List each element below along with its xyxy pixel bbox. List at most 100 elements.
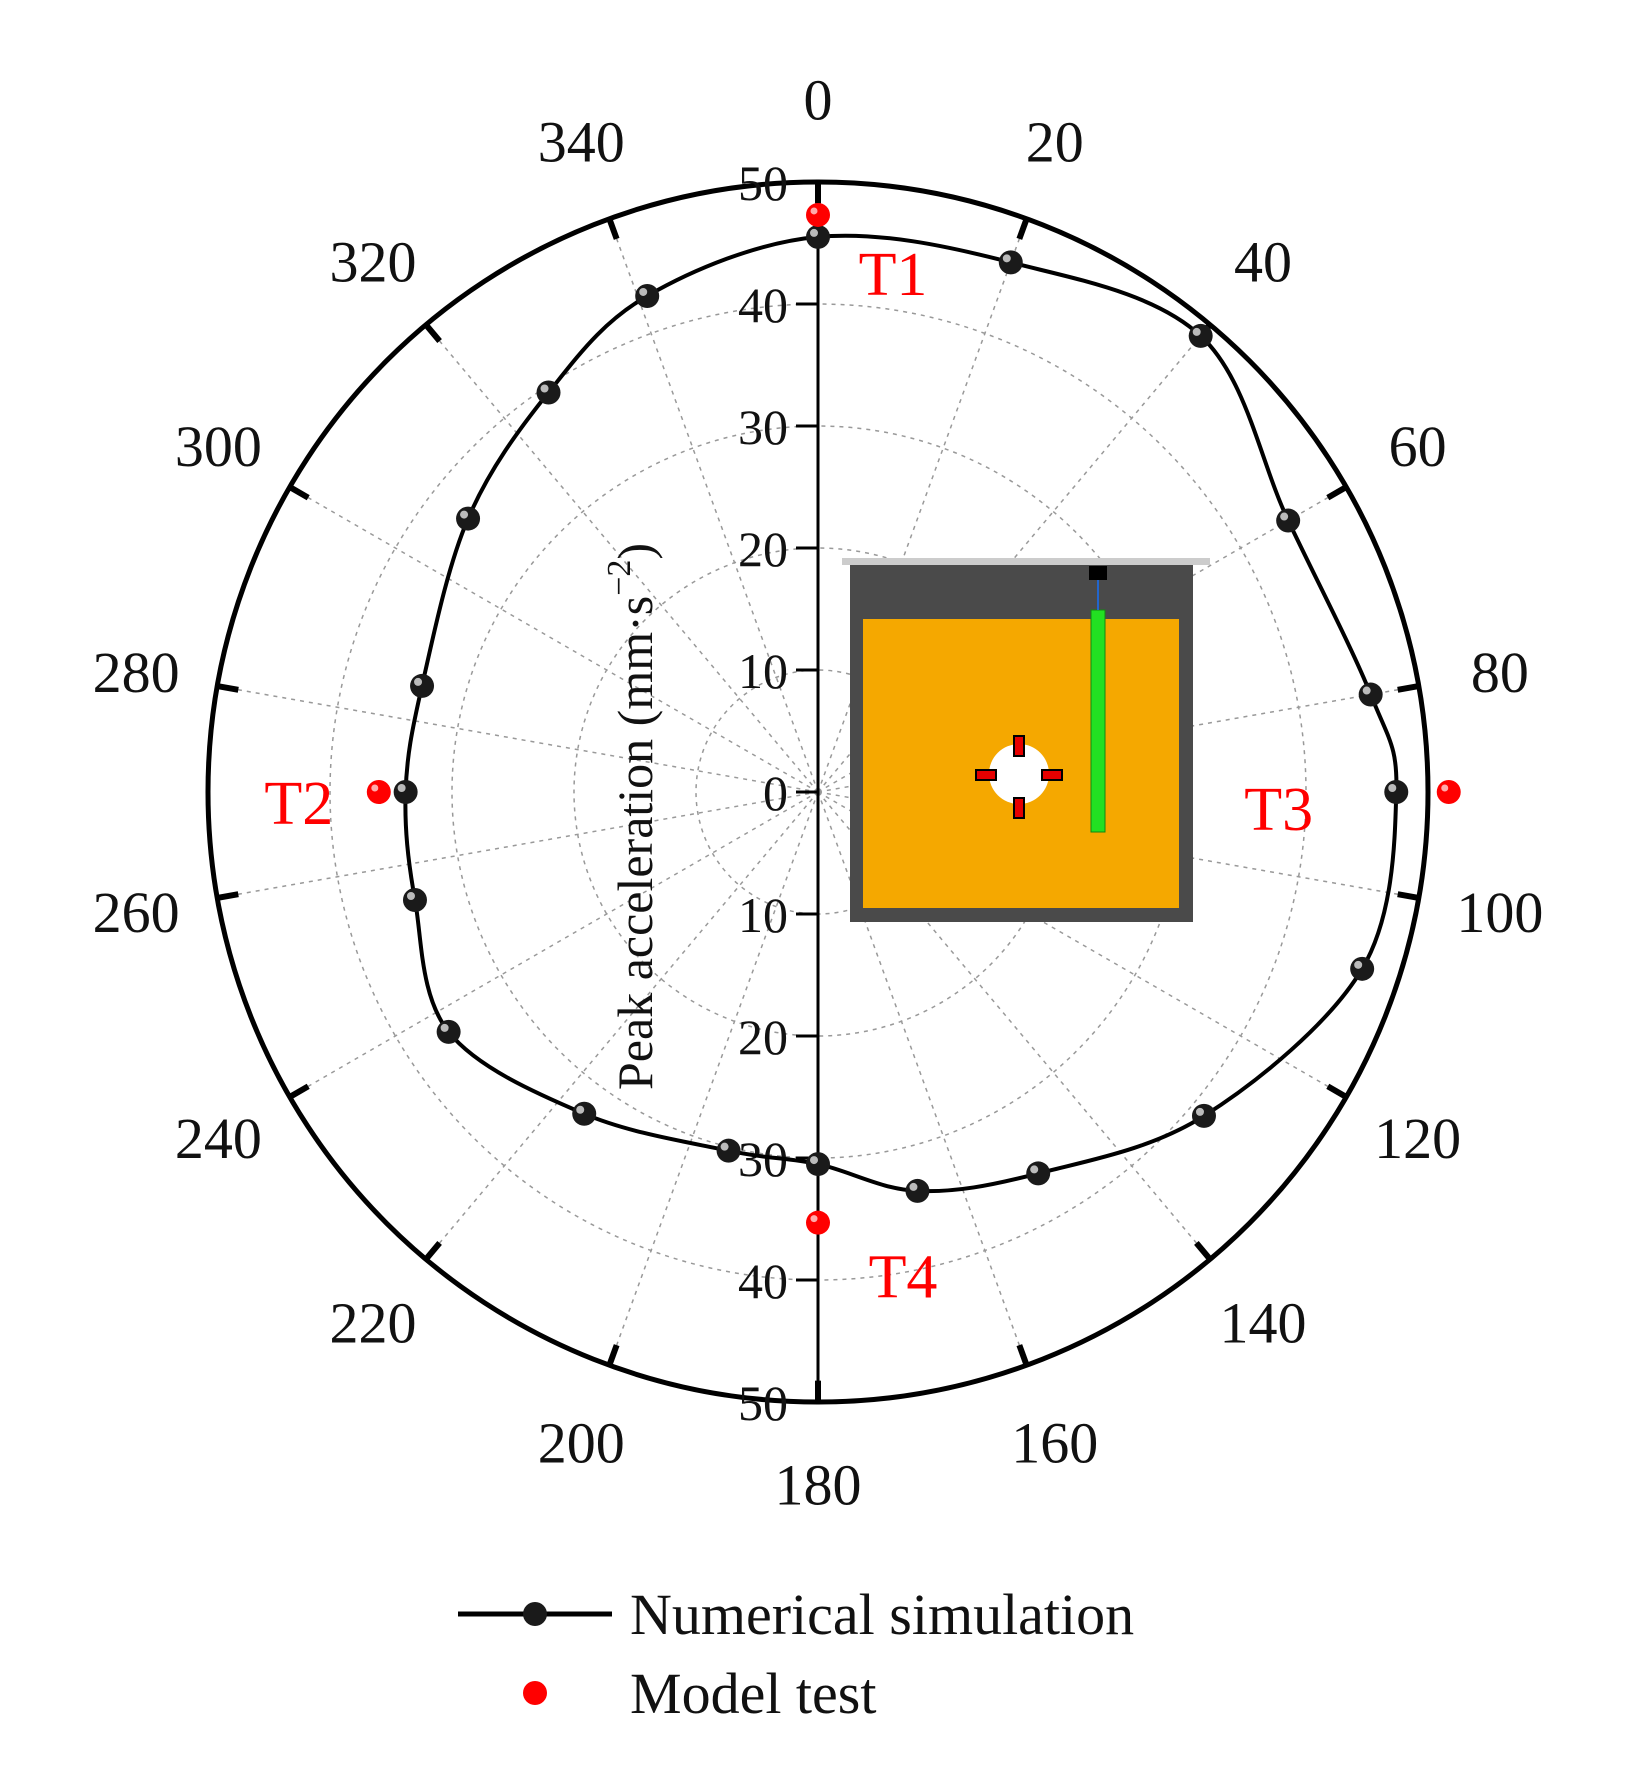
angular-tick-100: [1397, 891, 1420, 901]
inset-sensor-right: [1041, 769, 1063, 781]
angular-tick-labels: 0204060801001201401601802002202402602803…: [93, 68, 1544, 1518]
grid-spoke-260: [217, 791, 819, 899]
radial-tick-label-7: 20: [738, 1009, 788, 1065]
angular-tick-80: [1397, 683, 1420, 693]
angular-tick-140: [1194, 1241, 1213, 1262]
angular-tick-260: [216, 891, 239, 901]
radial-tick-label-2: 30: [738, 399, 788, 455]
numerical-simulation-point-9: [905, 1178, 930, 1203]
grid-spoke-240: [289, 791, 819, 1098]
angular-tick-label-280: 280: [93, 640, 180, 705]
radial-tick-label-9: 40: [738, 1253, 788, 1309]
angular-tick-20: [1016, 217, 1030, 240]
angular-tick-220: [423, 1241, 442, 1262]
legend-marker-model-test: [523, 1681, 547, 1705]
angular-tick-label-120: 120: [1374, 1106, 1461, 1171]
angular-tick-60: [1326, 484, 1348, 501]
numerical-simulation-point-17: [456, 506, 481, 531]
inset-pile-cap: [1089, 566, 1107, 580]
series-numerical-simulation-markers: [393, 224, 1409, 1203]
legend-label-numerical: Numerical simulation: [630, 1582, 1134, 1647]
radial-axis-title: Peak acceleration (mm·s−2): [601, 543, 663, 1090]
legend-marker-numerical: [523, 1602, 547, 1626]
model-test-label-T1: T1: [859, 241, 928, 309]
angular-tick-label-300: 300: [175, 414, 262, 479]
inset-sensor-bottom: [1013, 797, 1025, 819]
angular-tick-label-200: 200: [538, 1411, 625, 1476]
numerical-simulation-point-8: [1026, 1161, 1051, 1186]
numerical-simulation-point-7: [1191, 1103, 1216, 1128]
angular-tick-320: [423, 322, 442, 343]
grid-spoke-220: [425, 791, 819, 1260]
inset-sensor-top: [1013, 735, 1025, 757]
series-model-test-markers: [366, 202, 1461, 1235]
numerical-simulation-point-10: [806, 1152, 830, 1177]
numerical-simulation-point-2: [1188, 323, 1213, 348]
legend-label-model-test: Model test: [630, 1661, 876, 1726]
numerical-simulation-point-19: [635, 283, 660, 308]
numerical-simulation-point-18: [536, 380, 561, 405]
numerical-simulation-point-14: [402, 887, 427, 912]
radial-tick-label-5: 0: [763, 765, 788, 821]
angular-tick-label-240: 240: [175, 1106, 262, 1171]
numerical-simulation-point-15: [393, 780, 418, 804]
numerical-simulation-point-16: [410, 673, 435, 698]
angular-tick-label-320: 320: [329, 230, 416, 295]
numerical-simulation-point-13: [436, 1019, 461, 1044]
numerical-simulation-point-12: [572, 1101, 597, 1126]
inset-sensor-left: [975, 769, 997, 781]
angular-tick-label-180: 180: [775, 1452, 862, 1517]
numerical-simulation-point-3: [1276, 508, 1301, 533]
angular-tick-label-140: 140: [1220, 1290, 1307, 1355]
model-test-label-T2: T2: [264, 770, 333, 838]
radial-axis: [796, 180, 820, 1404]
model-test-point-T4: [806, 1210, 830, 1235]
inset-top-plate: [842, 558, 1210, 565]
inset-pile: [1090, 609, 1106, 833]
numerical-simulation-point-1: [998, 250, 1023, 275]
angular-tick-label-260: 260: [93, 880, 180, 945]
inset-tunnel-opening: [989, 744, 1049, 804]
angular-tick-label-160: 160: [1011, 1411, 1098, 1476]
radial-tick-label-6: 10: [738, 887, 788, 943]
grid-spoke-300: [289, 486, 819, 793]
grid-spoke-280: [217, 685, 819, 793]
radial-tick-label-1: 40: [738, 277, 788, 333]
angular-tick-160: [1016, 1344, 1030, 1367]
angular-tick-label-220: 220: [329, 1290, 416, 1355]
angular-tick-label-0: 0: [804, 68, 833, 133]
model-test-label-T3: T3: [1244, 776, 1313, 844]
angular-tick-120: [1326, 1083, 1348, 1100]
angular-tick-240: [288, 1083, 310, 1100]
angular-tick-label-40: 40: [1234, 230, 1292, 295]
radial-tick-label-10: 50: [738, 1375, 788, 1431]
numerical-simulation-point-6: [1350, 956, 1375, 981]
angular-tick-label-20: 20: [1026, 109, 1084, 174]
numerical-simulation-point-4: [1358, 682, 1383, 707]
radial-tick-label-3: 20: [738, 521, 788, 577]
numerical-simulation-point-11: [716, 1138, 741, 1163]
angular-tick-label-60: 60: [1389, 414, 1447, 479]
grid-spoke-320: [425, 324, 819, 793]
model-test-point-T1: [806, 202, 830, 227]
angular-tick-label-340: 340: [538, 109, 625, 174]
angular-tick-label-100: 100: [1456, 880, 1543, 945]
radial-tick-label-0: 50: [738, 155, 788, 211]
legend: Numerical simulation Model test: [458, 1582, 1134, 1726]
inset-schematic: [842, 558, 1210, 922]
model-test-point-labels: T1 T2 T3 T4: [264, 241, 1313, 1312]
angular-tick-300: [288, 484, 310, 501]
numerical-simulation-point-5: [1384, 780, 1409, 804]
model-test-point-T2: [366, 780, 391, 804]
model-test-label-T4: T4: [869, 1244, 938, 1312]
grid-spoke-340: [608, 218, 819, 793]
angular-tick-label-80: 80: [1471, 640, 1529, 705]
angular-tick-280: [216, 683, 239, 693]
numerical-simulation-point-0: [806, 224, 830, 249]
grid-spoke-200: [608, 791, 819, 1366]
angular-tick-340: [606, 217, 620, 240]
model-test-point-T3: [1436, 780, 1461, 804]
radial-tick-label-4: 10: [738, 643, 788, 699]
